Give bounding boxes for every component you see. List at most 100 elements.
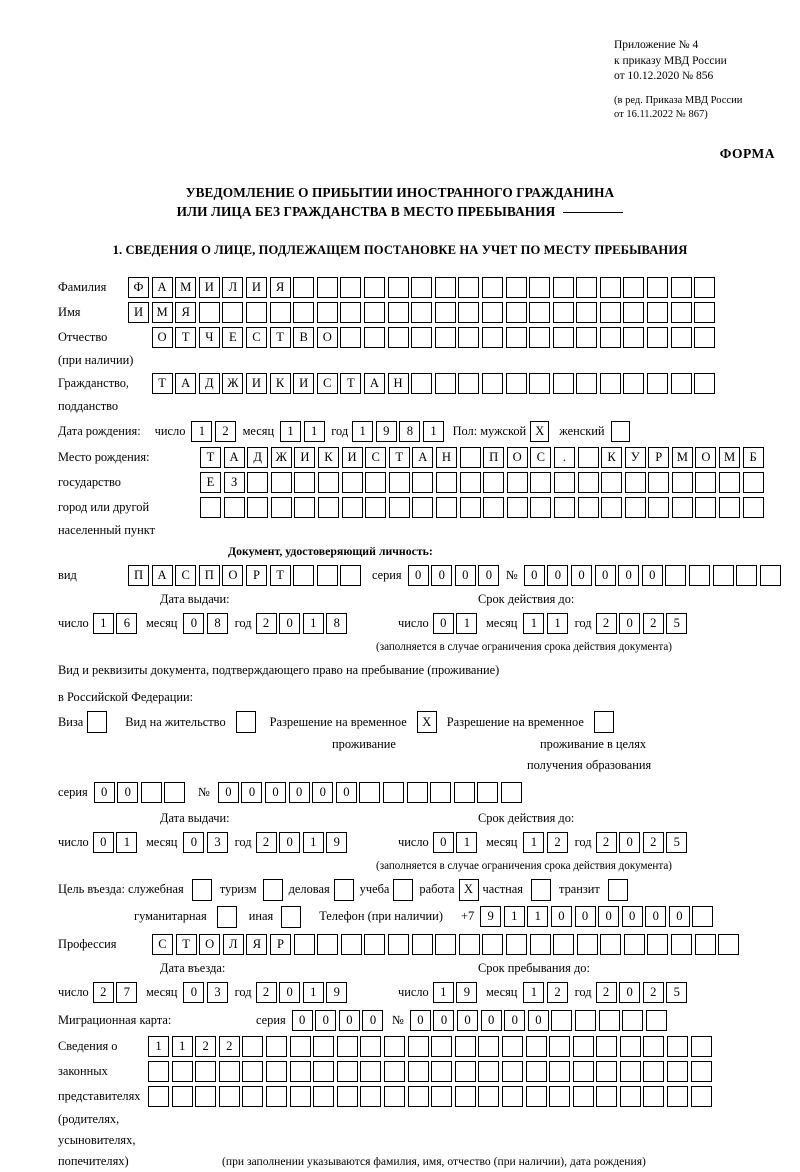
char-cell[interactable] <box>619 1061 641 1082</box>
char-cell[interactable]: Е <box>200 472 221 493</box>
char-cell[interactable] <box>388 497 410 518</box>
char-cell[interactable] <box>458 327 480 348</box>
char-cell[interactable] <box>454 1086 476 1107</box>
char-cell[interactable] <box>742 472 764 493</box>
purpose-humanitarian-checkbox[interactable] <box>216 905 237 928</box>
char-cell[interactable] <box>695 472 717 493</box>
char-cell[interactable] <box>289 1061 311 1082</box>
char-cell[interactable] <box>599 373 621 394</box>
char-cell[interactable]: 0 <box>407 565 429 586</box>
char-cell[interactable] <box>577 447 599 468</box>
char-cell[interactable] <box>572 1086 594 1107</box>
char-cell[interactable]: 3 <box>207 982 229 1003</box>
char-cell[interactable] <box>501 1036 523 1057</box>
char-cell[interactable]: 0 <box>432 831 454 853</box>
char-cell[interactable]: 1 <box>523 831 545 853</box>
char-cell[interactable]: У <box>624 447 646 468</box>
char-cell[interactable] <box>363 327 385 348</box>
char-cell[interactable] <box>596 1036 618 1057</box>
char-cell[interactable] <box>529 933 551 955</box>
char-cell[interactable] <box>690 1086 712 1107</box>
char-cell[interactable]: 0 <box>279 612 301 634</box>
char-cell[interactable] <box>242 1086 264 1107</box>
char-cell[interactable] <box>599 277 621 298</box>
char-cell[interactable]: 1 <box>523 982 545 1003</box>
char-cell[interactable] <box>388 472 410 493</box>
char-cell[interactable] <box>501 781 523 803</box>
char-cell[interactable]: О <box>151 327 173 348</box>
char-cell[interactable]: 1 <box>148 1036 169 1057</box>
char-cell[interactable] <box>553 933 575 955</box>
char-cell[interactable] <box>692 906 714 927</box>
char-cell[interactable] <box>313 1061 335 1082</box>
char-cell[interactable]: З <box>223 472 245 493</box>
char-cell[interactable] <box>671 933 693 955</box>
char-cell[interactable] <box>505 277 527 298</box>
char-cell[interactable]: 0 <box>550 906 572 927</box>
char-cell[interactable] <box>336 1061 358 1082</box>
char-cell[interactable]: 2 <box>215 420 236 442</box>
char-cell[interactable] <box>316 302 338 323</box>
char-cell[interactable]: М <box>671 447 693 468</box>
char-cell[interactable] <box>478 1036 500 1057</box>
char-cell[interactable] <box>164 781 186 803</box>
char-cell[interactable] <box>478 1061 500 1082</box>
char-cell[interactable]: Я <box>175 302 197 323</box>
char-cell[interactable] <box>218 1061 240 1082</box>
char-cell[interactable]: Н <box>387 373 409 394</box>
char-cell[interactable] <box>671 472 693 493</box>
char-cell[interactable]: Т <box>388 447 410 468</box>
char-cell[interactable]: 9 <box>456 982 478 1003</box>
char-cell[interactable] <box>148 1061 169 1082</box>
char-cell[interactable]: 1 <box>456 831 478 853</box>
char-cell[interactable] <box>667 1061 689 1082</box>
char-cell[interactable] <box>316 277 338 298</box>
char-cell[interactable] <box>459 447 481 468</box>
char-cell[interactable] <box>317 497 339 518</box>
char-cell[interactable] <box>435 933 457 955</box>
char-cell[interactable]: 5 <box>666 612 688 634</box>
char-cell[interactable]: 9 <box>375 420 397 442</box>
purpose-work-checkbox[interactable]: X <box>458 878 479 901</box>
char-cell[interactable]: 0 <box>433 1009 455 1031</box>
char-cell[interactable] <box>313 1036 335 1057</box>
char-cell[interactable]: Б <box>742 447 764 468</box>
purpose-study-checkbox[interactable] <box>393 878 414 901</box>
char-cell[interactable]: М <box>151 302 173 323</box>
char-cell[interactable] <box>340 327 362 348</box>
char-cell[interactable] <box>505 327 527 348</box>
char-cell[interactable]: И <box>341 447 363 468</box>
char-cell[interactable] <box>530 497 552 518</box>
char-cell[interactable]: . <box>553 447 575 468</box>
char-cell[interactable] <box>553 472 575 493</box>
char-cell[interactable]: О <box>506 447 528 468</box>
char-cell[interactable]: 0 <box>574 906 596 927</box>
char-cell[interactable] <box>430 781 452 803</box>
char-cell[interactable] <box>412 472 434 493</box>
char-cell[interactable] <box>695 497 717 518</box>
char-cell[interactable]: 2 <box>595 831 617 853</box>
char-cell[interactable]: 0 <box>619 612 641 634</box>
char-cell[interactable]: 0 <box>641 565 663 586</box>
char-cell[interactable] <box>242 1036 264 1057</box>
char-cell[interactable]: 1 <box>302 612 324 634</box>
char-cell[interactable]: 1 <box>280 420 302 442</box>
char-cell[interactable]: О <box>222 565 244 586</box>
char-cell[interactable]: С <box>316 373 338 394</box>
char-cell[interactable] <box>624 497 646 518</box>
temp-residence-edu-checkbox[interactable] <box>593 711 614 733</box>
char-cell[interactable] <box>667 1086 689 1107</box>
char-cell[interactable]: 0 <box>431 565 453 586</box>
char-cell[interactable]: 0 <box>527 1009 549 1031</box>
residence-permit-checkbox[interactable] <box>235 711 256 733</box>
char-cell[interactable] <box>293 277 315 298</box>
char-cell[interactable] <box>458 302 480 323</box>
char-cell[interactable]: 0 <box>619 831 641 853</box>
char-cell[interactable] <box>383 1086 405 1107</box>
purpose-private-checkbox[interactable] <box>531 878 551 901</box>
char-cell[interactable] <box>481 373 503 394</box>
